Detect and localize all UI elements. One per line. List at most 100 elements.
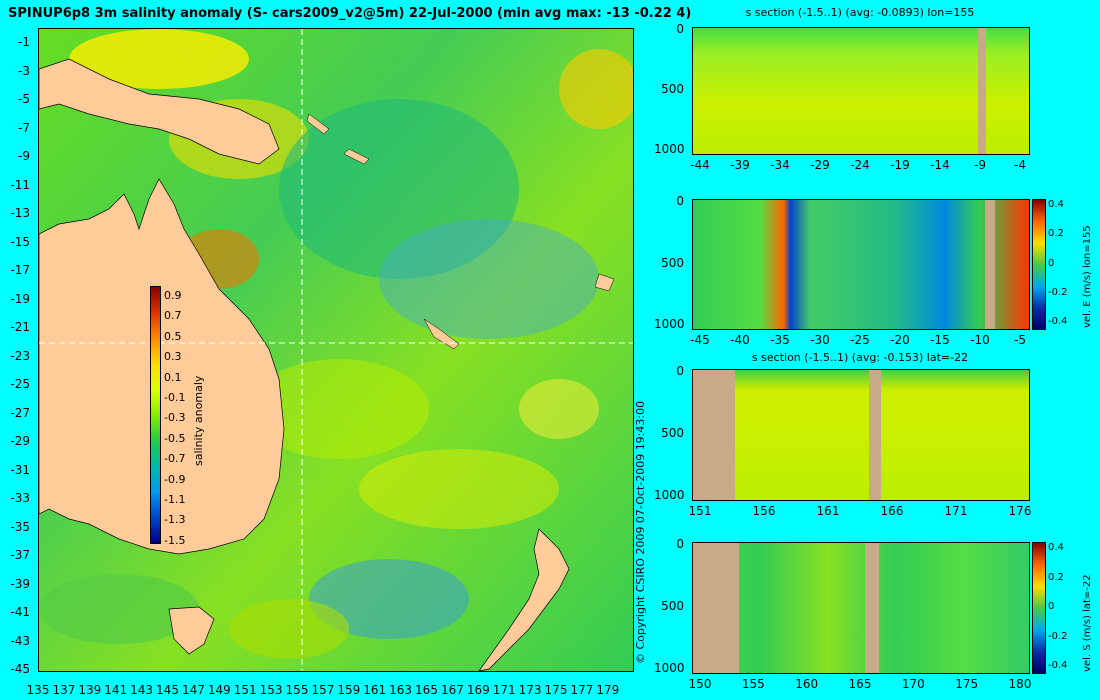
colorbar-tick-label: -0.5: [164, 431, 186, 445]
section-x-tick-label: 176: [1008, 504, 1032, 518]
colorbar-tick-label: 0.5: [164, 329, 182, 343]
land-mask: [869, 370, 881, 500]
lat-tick-label: -19: [10, 291, 30, 306]
depth-tick-label: 0: [676, 194, 684, 208]
section-x-tick-label: 160: [795, 677, 819, 691]
lat-tick-label: -5: [18, 92, 30, 106]
section-plot: [692, 542, 1030, 674]
lon-tick-label: 135: [26, 683, 50, 697]
lon-tick-label: 147: [181, 683, 205, 697]
section-x-tick-label: -19: [890, 158, 910, 172]
depth-tick-label: 500: [661, 255, 684, 270]
lat-tick-label: -9: [18, 149, 30, 163]
colorbar-tick-label: 0.7: [164, 309, 182, 323]
lat-tick-label: -43: [10, 633, 30, 648]
land-mask: [985, 200, 995, 329]
colorbar-tick-label: 0.9: [164, 289, 182, 302]
section-x-tick-label: -10: [970, 333, 990, 347]
section-title: s section (-1.5..1) (avg: -0.153) lat=-2…: [751, 351, 969, 364]
section-plot: [692, 199, 1030, 330]
velocity-tick-label: -0.2: [1048, 630, 1068, 642]
lat-tick-label: -27: [10, 405, 30, 420]
lat-tick-label: -7: [18, 120, 30, 135]
depth-tick-label: 1000: [654, 317, 685, 331]
velocity-colorbar-label: vel. S (m/s) lat=-22: [1082, 574, 1093, 672]
lat-tick-label: -45: [10, 662, 30, 676]
velocity-colorbar: [1032, 199, 1046, 330]
lat-tick-label: -31: [10, 462, 30, 477]
section-x-tick-label: -45: [690, 333, 710, 347]
lon-tick-label: 143: [130, 683, 154, 697]
velocity-tick-label: 0.2: [1048, 228, 1064, 240]
section-x-tick-label: 171: [944, 504, 968, 518]
depth-tick-label: 0: [676, 537, 684, 551]
section-x-tick-label: -25: [850, 333, 870, 347]
section-x-tick-label: 156: [752, 504, 776, 518]
lat-tick-label: -3: [18, 63, 30, 78]
lon-tick-label: 139: [78, 683, 102, 697]
section-x-tick-label: 151: [688, 504, 712, 518]
lat-tick-label: -21: [10, 320, 30, 334]
lon-tick-label: 173: [518, 683, 542, 697]
lon-tick-label: 157: [311, 683, 335, 697]
colorbar-tick-label: -1.3: [164, 513, 186, 527]
depth-tick-label: 1000: [654, 488, 685, 502]
section-x-tick-label: 166: [880, 504, 904, 518]
lat-tick-label: -17: [10, 263, 30, 277]
lon-tick-label: 163: [389, 683, 413, 697]
lon-tick-label: 177: [570, 683, 594, 697]
section-plot: [692, 27, 1030, 155]
colorbar-tick-label: -0.7: [164, 452, 186, 466]
land-mask: [693, 543, 739, 673]
section-x-tick-label: 175: [955, 677, 979, 691]
colorbar-tick-label: -0.3: [164, 411, 186, 425]
lat-tick-label: -29: [10, 434, 30, 448]
lat-tick-label: -35: [10, 519, 30, 534]
velocity-colorbar: [1032, 542, 1046, 674]
lon-tick-label: 171: [492, 683, 516, 697]
lon-tick-label: 159: [337, 683, 361, 697]
section-x-tick-label: 150: [688, 677, 712, 691]
section-x-tick-label: 180: [1008, 677, 1032, 691]
section-x-tick-label: -24: [850, 158, 870, 172]
colorbar-tick-label: -0.9: [164, 472, 186, 486]
velocity-tick-label: 0: [1048, 257, 1055, 269]
lon-tick-label: 153: [259, 683, 283, 697]
map-field: [39, 29, 633, 671]
velocity-colorbar-label: vel. E (m/s) lon=155: [1082, 225, 1093, 328]
lon-tick-label: 179: [596, 683, 620, 697]
lat-tick-label: -41: [10, 605, 30, 619]
colorbar-tick-label: 0.1: [164, 370, 182, 384]
depth-tick-label: 0: [676, 22, 684, 36]
land-mask: [693, 370, 735, 500]
section-x-tick-label: 170: [901, 677, 925, 691]
section-x-tick-label: -29: [810, 158, 830, 172]
section-x-tick-label: 165: [848, 677, 872, 691]
land-mask: [978, 28, 986, 154]
colorbar-tick-label: 0.3: [164, 350, 182, 364]
lat-tick-label: -23: [10, 348, 30, 363]
section-x-tick-label: -4: [1014, 158, 1026, 172]
section-x-tick-label: -35: [770, 333, 790, 347]
lat-tick-label: -1: [18, 35, 30, 49]
section-x-tick-label: -14: [930, 158, 950, 172]
depth-tick-label: 500: [661, 599, 684, 613]
velocity-tick-label: 0.2: [1048, 571, 1064, 583]
lon-tick-label: 151: [233, 683, 257, 697]
land-mask: [865, 543, 879, 673]
velocity-tick-label: 0: [1048, 601, 1055, 612]
colorbar-tick-label: -1.5: [164, 533, 186, 547]
lon-tick-label: 169: [466, 683, 490, 697]
section-x-tick-label: 161: [816, 504, 840, 518]
section-x-tick-label: -30: [810, 333, 830, 347]
lat-tick-label: -37: [10, 548, 30, 562]
velocity-tick-label: 0.4: [1048, 542, 1064, 553]
velocity-tick-label: -0.2: [1048, 286, 1068, 298]
lat-tick-label: -11: [10, 177, 30, 192]
depth-tick-label: 500: [661, 82, 684, 96]
lat-tick-label: -13: [10, 206, 30, 220]
salinity-colorbar: [150, 286, 161, 544]
map-title: SPINUP6p8 3m salinity anomaly (S- cars20…: [8, 6, 692, 21]
colorbar-tick-label: -0.1: [164, 391, 186, 404]
velocity-tick-label: 0.4: [1048, 199, 1064, 210]
